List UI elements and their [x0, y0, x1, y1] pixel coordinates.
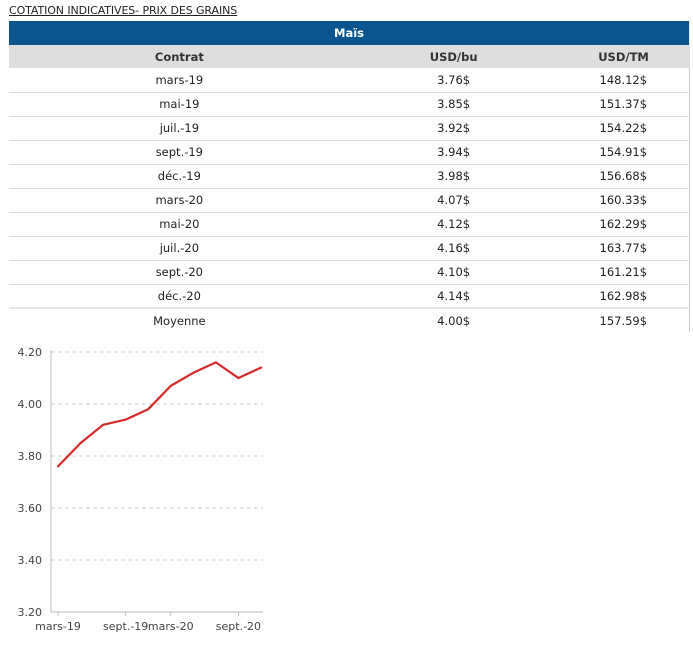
usd-tm-cell: 154.22$ [557, 116, 690, 141]
usd-bu-cell: 3.94$ [349, 140, 558, 165]
usd-tm-cell: 156.68$ [557, 164, 690, 189]
usd-tm-cell: 161.21$ [557, 260, 690, 285]
usd-tm-cell: 154.91$ [557, 140, 690, 165]
y-tick-label: 3.60 [18, 502, 43, 515]
usd-tm-cell: 162.29$ [557, 212, 690, 237]
y-tick-label: 3.80 [18, 450, 43, 463]
series-line [57, 361, 262, 468]
table-row: mars-20 4.07$ 160.33$ [9, 188, 690, 213]
grain-price-table: Maïs Contrat USD/bu USD/TM mars-19 3.76$ 1… [9, 21, 690, 332]
page-title: COTATION INDICATIVES- PRIX DES GRAINS [9, 4, 238, 17]
table-row: mai-20 4.12$ 162.29$ [9, 212, 690, 237]
x-tick-label: sept.-19 [103, 620, 148, 633]
data-point [192, 371, 195, 374]
x-tick-label: mars-20 [148, 620, 194, 633]
data-point [124, 418, 127, 421]
contract-cell: sept.-19 [9, 140, 350, 165]
usd-bu-cell: 3.85$ [349, 92, 558, 117]
usd-bu-cell: 3.92$ [349, 116, 558, 141]
contract-cell: mars-19 [9, 68, 350, 93]
y-tick-label: 4.20 [18, 346, 43, 359]
usd-tm-cell: 160.33$ [557, 188, 690, 213]
contract-cell: juil.-20 [9, 236, 350, 261]
contract-cell: déc.-20 [9, 284, 350, 309]
usd-bu-cell: 3.98$ [349, 164, 558, 189]
data-point [214, 361, 217, 364]
data-point [56, 465, 60, 468]
usd-bu-cell: 4.14$ [349, 284, 558, 309]
data-point [237, 376, 240, 380]
grain-name: Maïs [9, 21, 690, 45]
usd-tm-cell: 151.37$ [557, 92, 690, 117]
column-header-contract: Contrat [9, 45, 350, 68]
x-tick-label: sept.-20 [216, 620, 261, 633]
table-row: sept.-20 4.10$ 161.21$ [9, 260, 690, 285]
table-row: juil.-20 4.16$ 163.77$ [9, 236, 690, 261]
average-usd-bu: 4.00$ [349, 307, 558, 332]
data-point [259, 366, 263, 369]
average-usd-tm: 157.59$ [557, 307, 690, 332]
contract-cell: mars-20 [9, 188, 350, 213]
data-point [102, 423, 105, 426]
data-point [79, 441, 82, 445]
usd-bu-cell: 4.10$ [349, 260, 558, 285]
data-point [147, 408, 150, 411]
contract-cell: déc.-19 [9, 164, 350, 189]
y-tick-label: 3.40 [18, 554, 43, 567]
table-row: sept.-19 3.94$ 154.91$ [9, 140, 690, 165]
usd-tm-cell: 148.12$ [557, 68, 690, 93]
table-row: déc.-19 3.98$ 156.68$ [9, 164, 690, 189]
column-header-usd-tm: USD/TM [557, 45, 690, 68]
column-header-usd-bu: USD/bu [349, 45, 558, 68]
usd-tm-cell: 163.77$ [557, 236, 690, 261]
usd-bu-cell: 3.76$ [349, 68, 558, 93]
contract-cell: juil.-19 [9, 116, 350, 141]
y-tick-label: 3.20 [18, 606, 43, 619]
grain-header-row: Maïs [9, 21, 690, 45]
data-point [169, 384, 172, 387]
table-row: déc.-20 4.14$ 162.98$ [9, 284, 690, 309]
average-label: Moyenne [9, 307, 350, 332]
table-row: mars-19 3.76$ 148.12$ [9, 68, 690, 93]
table-row: juil.-19 3.92$ 154.22$ [9, 116, 690, 141]
contract-cell: sept.-20 [9, 260, 350, 285]
table-row: mai-19 3.85$ 151.37$ [9, 92, 690, 117]
average-row: Moyenne 4.00$ 157.59$ [9, 307, 690, 332]
usd-bu-cell: 4.07$ [349, 188, 558, 213]
y-tick-label: 4.00 [18, 398, 43, 411]
x-tick-label: mars-19 [35, 620, 81, 633]
column-header-row: Contrat USD/bu USD/TM [9, 45, 690, 68]
table-body: mars-19 3.76$ 148.12$ mai-19 3.85$ 151.37$ jui… [9, 68, 690, 309]
contract-cell: mai-20 [9, 212, 350, 237]
usd-tm-cell: 162.98$ [557, 284, 690, 309]
price-line-chart: 3.20 3.40 3.60 3.80 4.00 4.20 mars-19 sept.-19 m… [18, 346, 263, 633]
contract-cell: mai-19 [9, 92, 350, 117]
usd-bu-cell: 4.16$ [349, 236, 558, 261]
usd-bu-cell: 4.12$ [349, 212, 558, 237]
